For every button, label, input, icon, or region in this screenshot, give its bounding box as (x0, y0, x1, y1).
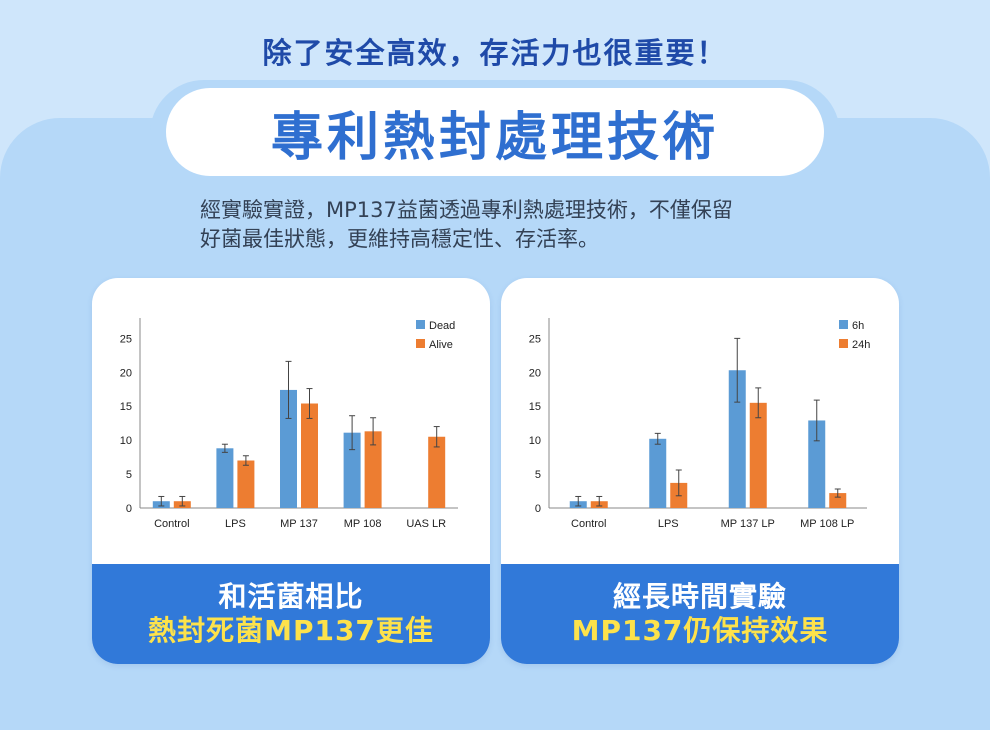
top-title: 除了安全高效，存活力也很重要！ (262, 36, 728, 70)
x-tick-label: Control (571, 518, 606, 530)
x-tick-label: UAS LR (406, 518, 446, 530)
y-tick-label: 25 (120, 333, 132, 345)
x-tick-label: MP 108 LP (800, 518, 854, 530)
x-tick-label: MP 137 LP (721, 518, 775, 530)
bar (728, 370, 746, 508)
bar (808, 420, 826, 508)
legend-swatch (416, 339, 425, 348)
legend-label: Alive (429, 339, 453, 351)
y-tick-label: 0 (535, 503, 541, 515)
y-tick-label: 20 (120, 367, 132, 379)
bar (649, 438, 667, 508)
bar (237, 460, 255, 508)
y-tick-label: 5 (535, 469, 541, 481)
chart-card-left: 0 5 10 15 20 25 Control LPS MP 137 MP 108 UAS LR De… (92, 278, 490, 664)
legend-swatch (839, 320, 848, 329)
bar-chart-right: 0 5 10 15 20 25 Control LPS MP 137 LP MP 108 LP 6h… (529, 318, 870, 530)
x-tick-label: MP 108 (344, 518, 382, 530)
y-tick-label: 10 (120, 435, 132, 447)
description: 經實驗實證，MP137益菌透過專利熱處理技術，不僅保留 好菌最佳狀態，更維持高穩… (200, 196, 800, 254)
y-tick-label: 5 (126, 469, 132, 481)
card-caption-right: 經長時間實驗 MP137仍保持效果 (501, 564, 899, 664)
legend-label: 6h (852, 320, 864, 332)
chart-card-right: 0 5 10 15 20 25 Control LPS MP 137 LP MP 108 LP 6h… (501, 278, 899, 664)
bar (343, 432, 361, 508)
x-tick-label: Control (154, 518, 189, 530)
legend-label: Dead (429, 320, 455, 332)
y-tick-label: 25 (529, 333, 541, 345)
caption-right-line-2: MP137仍保持效果 (571, 614, 829, 647)
bar (428, 436, 446, 508)
legend-swatch (839, 339, 848, 348)
y-tick-label: 20 (529, 367, 541, 379)
y-tick-label: 0 (126, 503, 132, 515)
y-tick-label: 15 (120, 401, 132, 413)
y-tick-label: 15 (529, 401, 541, 413)
bar (216, 448, 234, 508)
bar (280, 389, 297, 508)
pill-title: 專利熱封處理技術 (270, 107, 719, 168)
x-tick-label: LPS (658, 518, 679, 530)
description-line-1: 經實驗實證，MP137益菌透過專利熱處理技術，不僅保留 (200, 198, 733, 222)
bar (301, 403, 318, 508)
x-tick-label: MP 137 (280, 518, 318, 530)
caption-left-line-2: 熱封死菌MP137更佳 (148, 614, 434, 647)
title-pill: 專利熱封處理技術 (166, 88, 824, 176)
legend-label: 24h (852, 339, 870, 351)
bar (364, 431, 382, 508)
card-caption-left: 和活菌相比 熱封死菌MP137更佳 (92, 564, 490, 664)
bar-chart-left: 0 5 10 15 20 25 Control LPS MP 137 MP 108 UAS LR De… (120, 318, 458, 530)
x-tick-label: LPS (225, 518, 246, 530)
y-tick-label: 10 (529, 435, 541, 447)
caption-right-line-1: 經長時間實驗 (612, 580, 787, 613)
bar (829, 493, 847, 508)
legend-swatch (416, 320, 425, 329)
caption-left-line-1: 和活菌相比 (218, 580, 364, 613)
description-line-2: 好菌最佳狀態，更維持高穩定性、存活率。 (200, 227, 599, 251)
bar (749, 402, 767, 508)
